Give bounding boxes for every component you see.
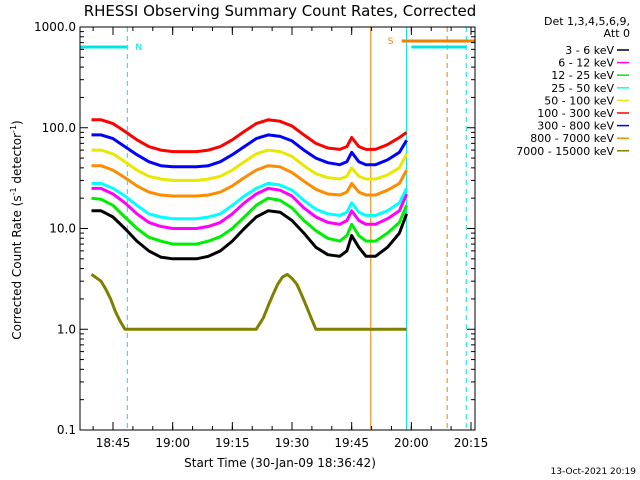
series-line-8	[90, 272, 407, 331]
observing-flags: NS	[80, 37, 475, 53]
flag-label-0: N	[135, 43, 142, 53]
y-axis-ticks: 1000.0 100.0 10.0 1.0 0.1	[34, 20, 475, 437]
series-line-5	[91, 118, 408, 154]
y-tick-label-4: 0.1	[57, 423, 76, 437]
x-tick-label-4: 19:45	[334, 436, 369, 450]
legend-header-line2: Att 0	[604, 27, 630, 40]
legend-label-8: 7000 - 15000 keV	[516, 145, 614, 158]
x-tick-label-1: 19:00	[155, 436, 190, 450]
legend-label-2: 12 - 25 keV	[551, 69, 614, 82]
series-lines	[90, 118, 409, 331]
series-line-3	[91, 181, 408, 221]
series-line-2	[91, 196, 408, 246]
x-tick-label-2: 19:15	[215, 436, 250, 450]
x-tick-label-3: 19:30	[275, 436, 310, 450]
legend-label-0: 3 - 6 keV	[565, 44, 614, 57]
legend-label-1: 6 - 12 keV	[558, 57, 614, 70]
chart-title: RHESSI Observing Summary Count Rates, Co…	[84, 2, 477, 20]
x-axis-ticks: 18:45 19:00 19:15 19:30 19:45 20:00 20:15	[92, 27, 489, 450]
series-line-7	[91, 164, 408, 198]
x-tick-label-5: 20:00	[394, 436, 429, 450]
flag-label-1: S	[388, 37, 394, 47]
legend-label-6: 300 - 800 keV	[537, 120, 614, 133]
legend-label-4: 50 - 100 keV	[544, 94, 614, 107]
footer-timestamp: 13-Oct-2021 20:19	[551, 467, 637, 477]
legend-label-7: 800 - 7000 keV	[530, 132, 614, 145]
x-tick-label-6: 20:15	[454, 436, 489, 450]
series-line-6	[91, 133, 408, 169]
x-axis-label: Start Time (30-Jan-09 18:36:42)	[184, 456, 376, 470]
legend-label-5: 100 - 300 keV	[537, 107, 614, 120]
series-line-0	[91, 209, 409, 261]
y-tick-label-3: 1.0	[57, 322, 76, 336]
y-tick-label-1: 100.0	[42, 121, 76, 135]
legend-header-line1: Det 1,3,4,5,6,9,	[544, 15, 630, 28]
series-line-4	[91, 148, 408, 182]
y-tick-label-0: 1000.0	[34, 20, 76, 34]
y-tick-label-2: 10.0	[49, 222, 76, 236]
x-tick-label-0: 18:45	[96, 436, 131, 450]
legend-label-3: 25 - 50 keV	[551, 82, 614, 95]
y-axis-label: Corrected Count Rate (s-1 detector-1)	[9, 120, 24, 339]
series-line-1	[91, 186, 408, 230]
